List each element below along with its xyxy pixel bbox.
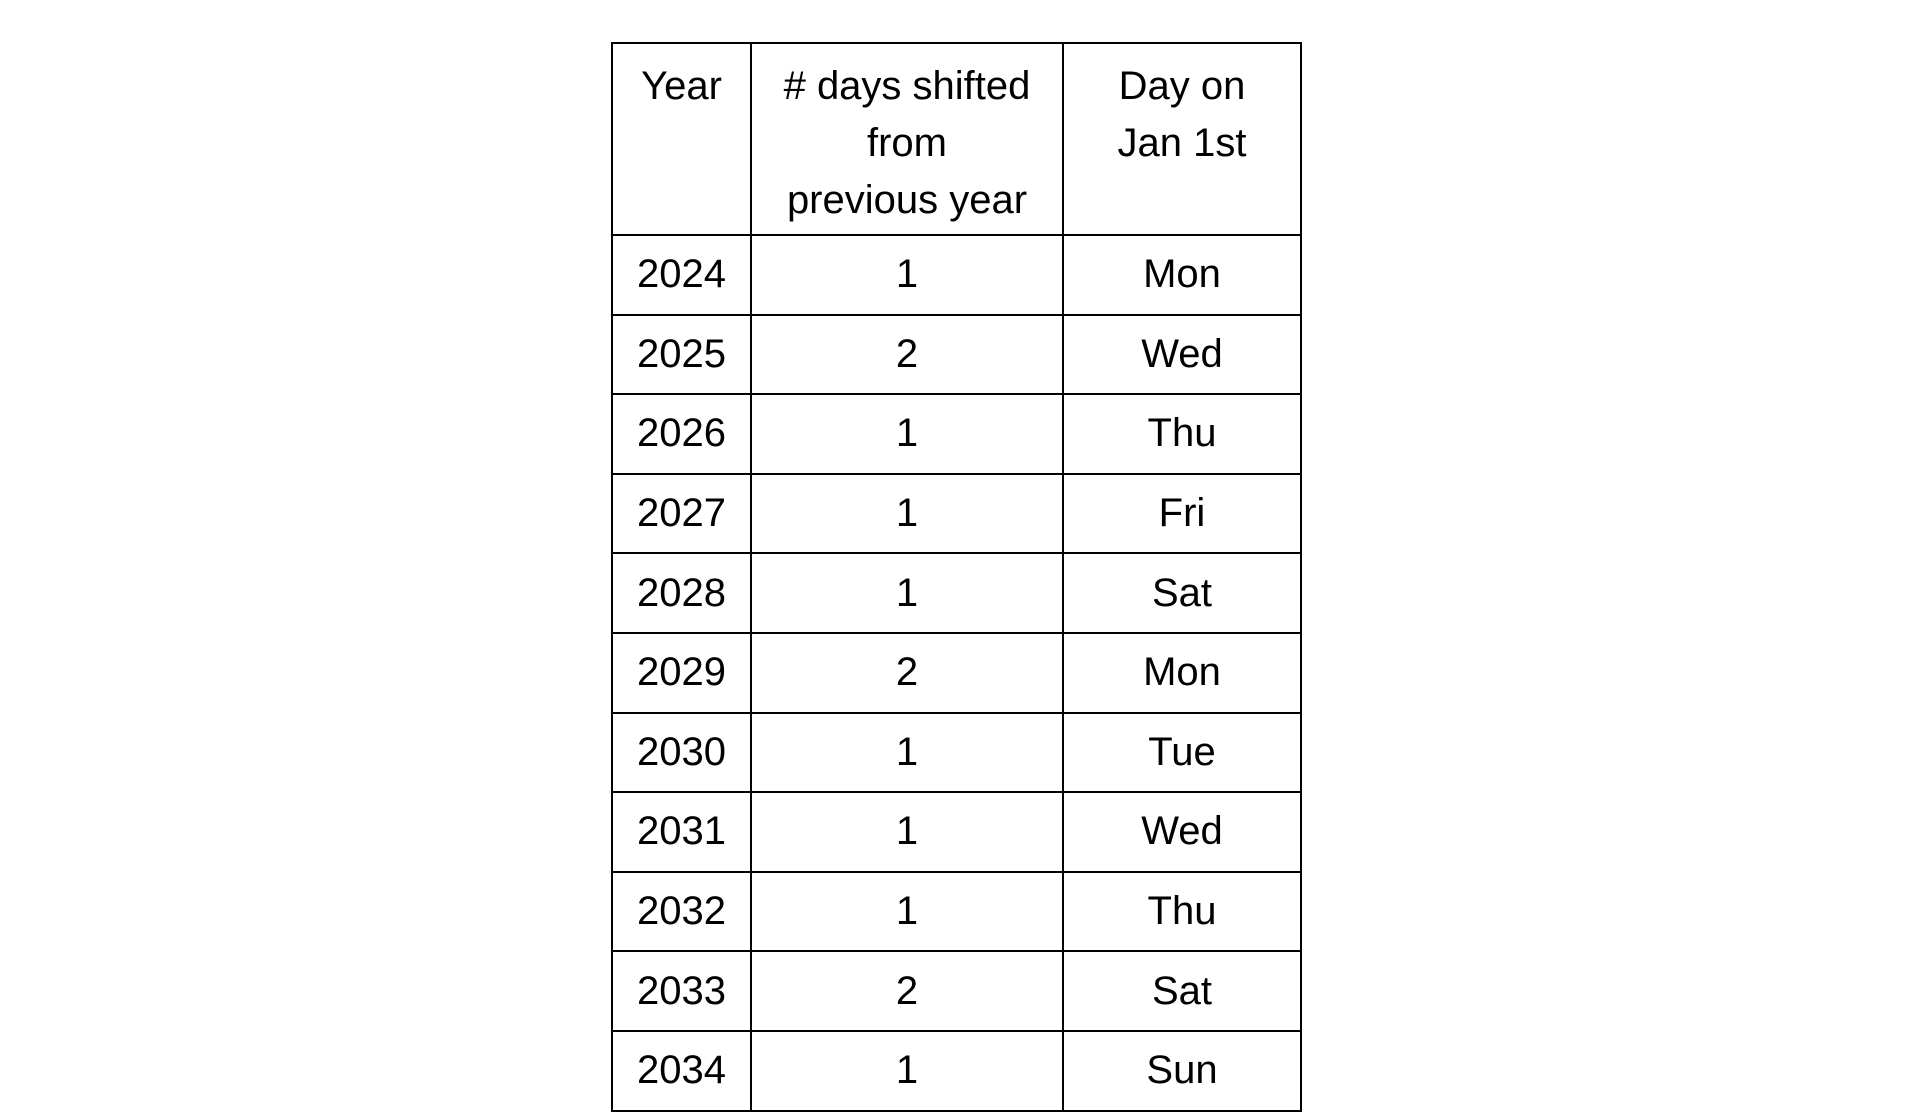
- year-cell: 2025: [611, 313, 752, 396]
- days-shifted-cell: 1: [750, 393, 1064, 475]
- table-row: 2028 1 Sat: [611, 552, 1302, 634]
- days-shifted-cell: 1: [750, 1029, 1064, 1112]
- year-cell: 2034: [611, 1029, 752, 1112]
- table-row: 2027 1 Fri: [611, 472, 1302, 555]
- header-line: Year: [641, 64, 722, 108]
- day-cell: Mon: [1062, 631, 1302, 714]
- table-row: 2024 1 Mon: [611, 234, 1302, 316]
- days-shifted-cell: 1: [750, 234, 1064, 316]
- table-row: 2026 1 Thu: [611, 393, 1302, 475]
- day-cell: Thu: [1062, 393, 1302, 475]
- year-cell: 2028: [611, 552, 752, 634]
- day-cell: Thu: [1062, 870, 1302, 953]
- header-year: Year: [611, 42, 752, 236]
- table-row: 2033 2 Sat: [611, 950, 1302, 1032]
- days-shifted-cell: 1: [750, 870, 1064, 953]
- day-shift-table: Year # days shifted from previous year Day o…: [611, 42, 1302, 1112]
- header-line: Jan 1st: [1117, 121, 1247, 165]
- year-cell: 2033: [611, 950, 752, 1032]
- header-row: Year # days shifted from previous year Day o…: [611, 42, 1302, 236]
- day-cell: Sat: [1062, 950, 1302, 1032]
- day-cell: Wed: [1062, 313, 1302, 396]
- year-cell: 2024: [611, 234, 752, 316]
- header-line: previous year: [786, 178, 1028, 222]
- header-line: Day on: [1118, 64, 1246, 108]
- table-row: 2029 2 Mon: [611, 631, 1302, 714]
- table-row: 2034 1 Sun: [611, 1029, 1302, 1112]
- days-shifted-cell: 1: [750, 472, 1064, 555]
- days-shifted-cell: 2: [750, 313, 1064, 396]
- day-cell: Mon: [1062, 234, 1302, 316]
- header-line: # days shifted: [783, 64, 1031, 108]
- day-cell: Wed: [1062, 791, 1302, 873]
- days-shifted-cell: 1: [750, 791, 1064, 873]
- header-line: from: [867, 121, 947, 165]
- days-shifted-cell: 2: [750, 950, 1064, 1032]
- days-shifted-cell: 2: [750, 631, 1064, 714]
- table-row: 2031 1 Wed: [611, 791, 1302, 873]
- header-day-on-jan-1st: Day on Jan 1st: [1062, 42, 1302, 236]
- table-row: 2032 1 Thu: [611, 870, 1302, 953]
- year-cell: 2027: [611, 472, 752, 555]
- day-cell: Sun: [1062, 1029, 1302, 1112]
- year-cell: 2032: [611, 870, 752, 953]
- year-cell: 2031: [611, 791, 752, 873]
- days-shifted-cell: 1: [750, 552, 1064, 634]
- day-cell: Fri: [1062, 472, 1302, 555]
- days-shifted-cell: 1: [750, 711, 1064, 794]
- day-cell: Sat: [1062, 552, 1302, 634]
- header-days-shifted: # days shifted from previous year: [750, 42, 1064, 236]
- table-row: 2030 1 Tue: [611, 711, 1302, 794]
- year-cell: 2029: [611, 631, 752, 714]
- year-cell: 2026: [611, 393, 752, 475]
- year-cell: 2030: [611, 711, 752, 794]
- day-cell: Tue: [1062, 711, 1302, 794]
- table-row: 2025 2 Wed: [611, 313, 1302, 396]
